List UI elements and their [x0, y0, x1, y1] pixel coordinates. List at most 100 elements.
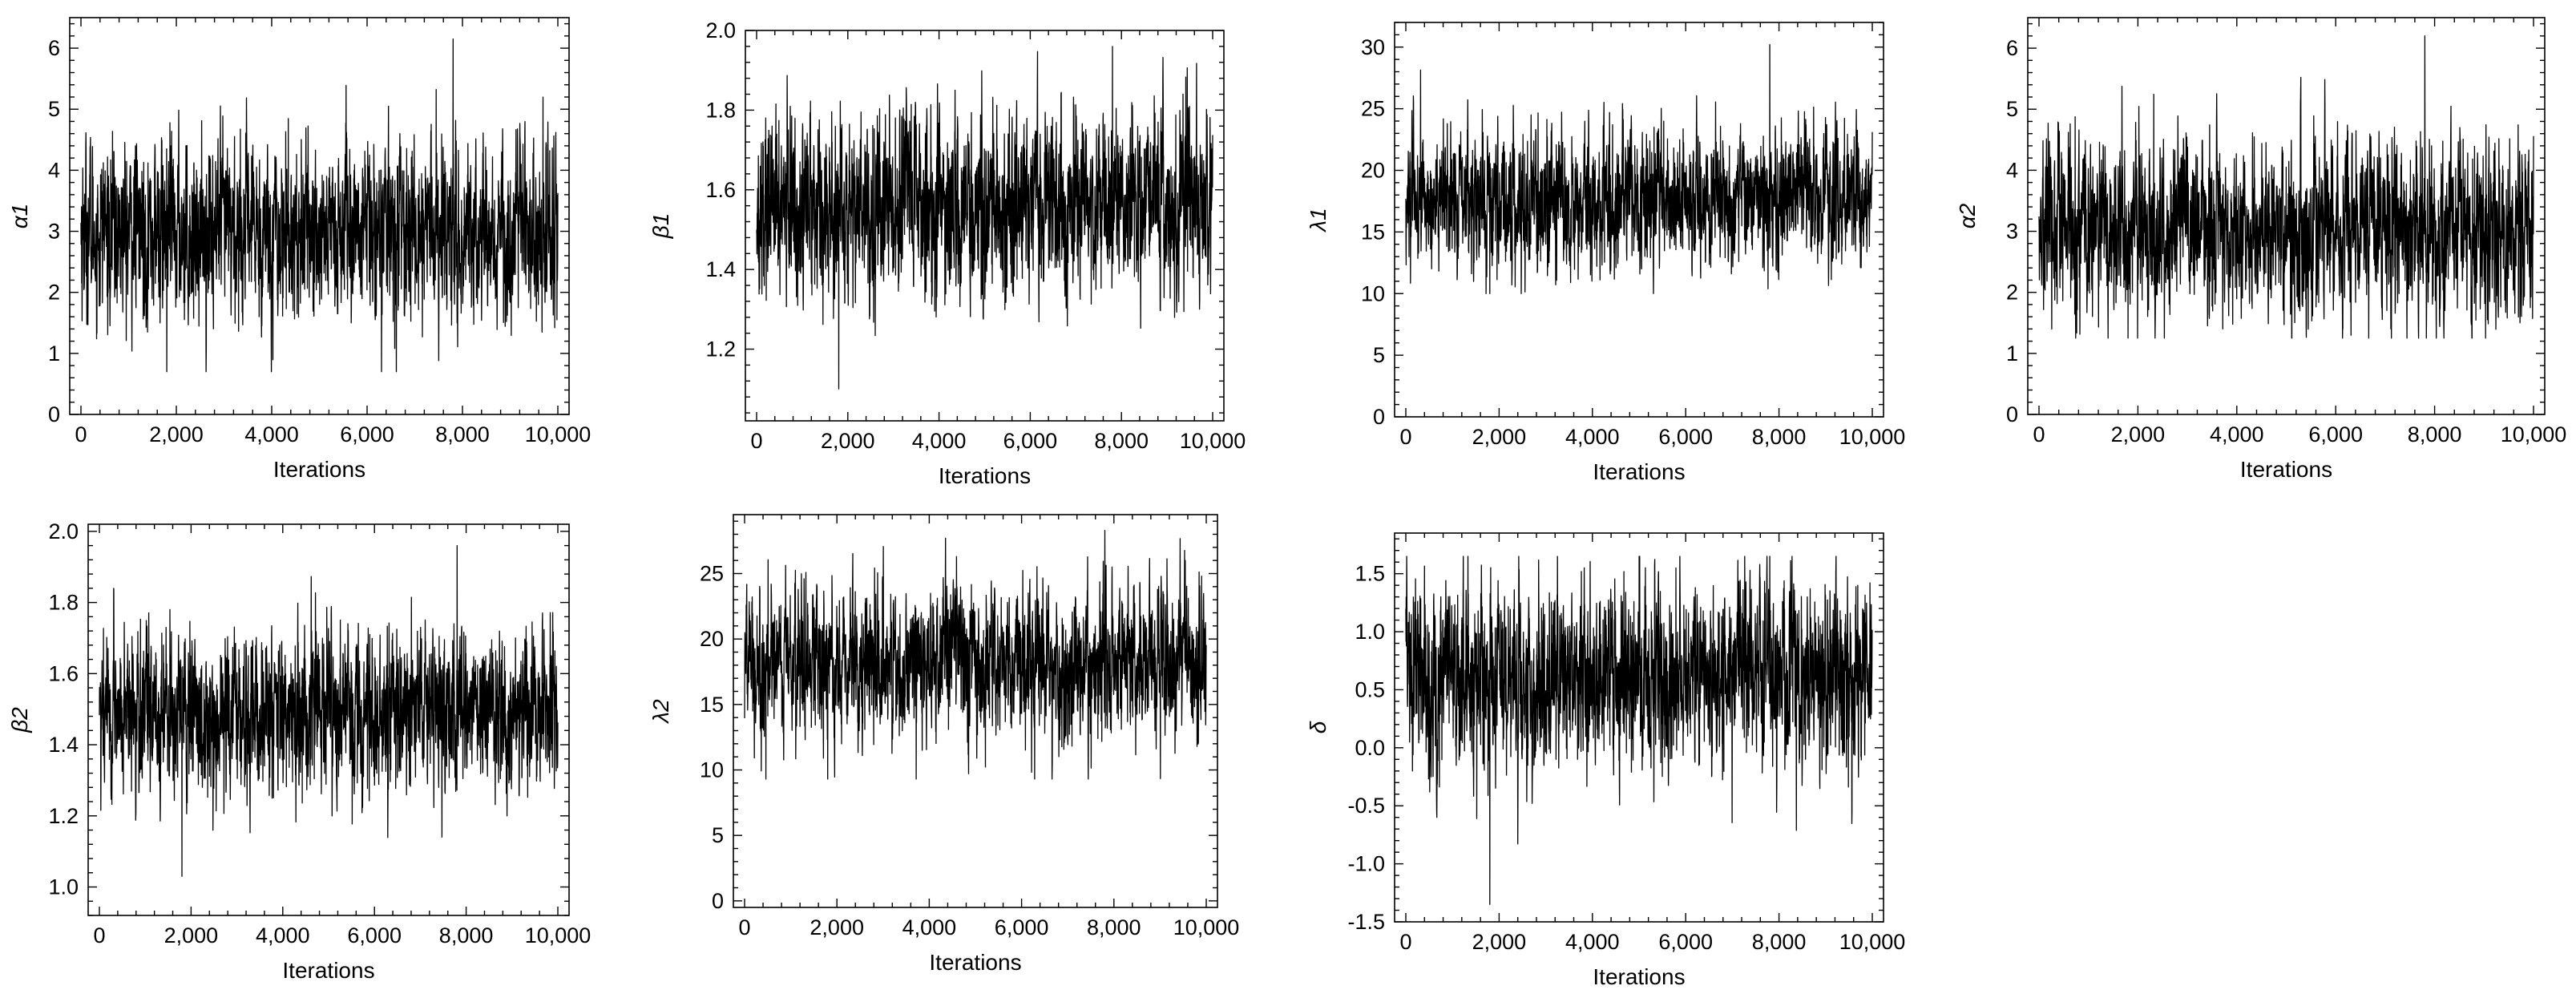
trace-panel-lambda1: 0 2,000 4,000 6,000 8,000 10,000 0 5 10 15 20 25 30 I…	[1298, 0, 1924, 497]
x-tick-label-alpha1: 8,000	[435, 422, 490, 446]
y-tick-label-delta: 0.5	[1355, 677, 1385, 701]
x-tick-label-alpha1: 4,000	[244, 422, 299, 446]
x-tick-label-lambda1: 6,000	[1658, 425, 1713, 449]
y-tick-label-beta1: 2.0	[705, 18, 736, 42]
plot-frame-beta2	[87, 523, 570, 916]
x-tick-label-delta: 4,000	[1565, 930, 1620, 954]
x-tick-label-alpha2: 0	[2033, 422, 2045, 446]
y-tick-label-lambda1: 15	[1361, 220, 1385, 244]
x-tick-label-beta2: 8,000	[439, 923, 494, 947]
y-tick-label-delta: 1.5	[1355, 562, 1385, 586]
plot-frame-delta	[1394, 532, 1884, 923]
y-axis-title-lambda2: λ2	[648, 699, 673, 725]
plot-frame-lambda2	[733, 514, 1218, 908]
y-axis-title-alpha2: α2	[1955, 203, 1980, 228]
y-tick-label-lambda2: 5	[712, 823, 724, 847]
plot-frame-beta1	[745, 30, 1225, 422]
y-axis-title-alpha1: α1	[7, 204, 32, 229]
x-tick-label-alpha1: 10,000	[525, 422, 592, 446]
plot-frame-alpha1	[69, 17, 570, 415]
x-tick-label-beta2: 0	[93, 923, 105, 947]
y-tick-label-delta: 0.0	[1355, 736, 1385, 760]
trace-plot-lambda2: 0 2,000 4,000 6,000 8,000 10,000 0 5 10 15 20 25 Ite…	[648, 514, 1239, 975]
x-tick-label-lambda1: 10,000	[1839, 425, 1906, 449]
trace-panel-delta: 0 2,000 4,000 6,000 8,000 10,000 -1.5 -1.0 -0.5 0…	[1298, 497, 1924, 994]
trace-panel-alpha2: 0 2,000 4,000 6,000 8,000 10,000 0 1 2 3 4 5 6 Iterat…	[1948, 0, 2576, 497]
y-tick-label-lambda1: 20	[1361, 159, 1385, 183]
x-axis-title-lambda2: Iterations	[929, 950, 1021, 975]
plot-frame-alpha2	[2027, 17, 2546, 415]
y-tick-label-alpha1: 5	[48, 97, 60, 121]
trace-panel-lambda2: 0 2,000 4,000 6,000 8,000 10,000 0 5 10 15 20 25 Ite…	[641, 497, 1266, 994]
x-tick-label-beta2: 4,000	[256, 923, 310, 947]
y-tick-label-lambda2: 25	[700, 562, 724, 586]
y-tick-label-delta: -1.5	[1347, 910, 1385, 934]
y-tick-label-lambda1: 10	[1361, 281, 1385, 305]
trace-line-beta2	[99, 544, 559, 877]
x-tick-label-beta1: 2,000	[821, 429, 875, 453]
y-tick-label-alpha2: 1	[2006, 341, 2018, 366]
x-tick-label-beta2: 2,000	[164, 923, 219, 947]
x-tick-label-delta: 0	[1399, 930, 1411, 954]
y-tick-label-beta2: 1.2	[48, 804, 79, 828]
x-tick-label-lambda2: 8,000	[1087, 915, 1141, 939]
y-tick-label-beta2: 1.8	[48, 591, 79, 615]
y-axis-title-delta: δ	[1306, 721, 1330, 733]
x-tick-label-alpha2: 6,000	[2308, 422, 2363, 446]
y-tick-label-alpha1: 4	[48, 158, 60, 182]
y-tick-label-delta: -0.5	[1347, 794, 1385, 818]
x-axis-title-beta1: Iterations	[939, 463, 1031, 488]
trace-line-delta	[1405, 556, 1873, 905]
x-tick-label-lambda2: 2,000	[810, 915, 864, 939]
y-tick-label-lambda1: 5	[1373, 343, 1385, 367]
x-tick-label-delta: 6,000	[1658, 930, 1713, 954]
x-tick-label-beta1: 10,000	[1180, 429, 1246, 453]
trace-line-beta1	[756, 46, 1213, 390]
y-tick-label-alpha2: 0	[2006, 402, 2018, 426]
x-tick-label-beta1: 6,000	[1003, 429, 1058, 453]
trace-plot-lambda1: 0 2,000 4,000 6,000 8,000 10,000 0 5 10 15 20 25 30 I…	[1306, 22, 1906, 484]
trace-line-alpha1	[80, 38, 559, 373]
trace-plot-alpha2: 0 2,000 4,000 6,000 8,000 10,000 0 1 2 3 4 5 6 Iterat…	[1955, 17, 2567, 482]
x-tick-label-beta1: 4,000	[912, 429, 967, 453]
x-tick-label-lambda2: 0	[738, 915, 750, 939]
y-axis-title-lambda1: λ1	[1306, 208, 1330, 232]
y-tick-label-alpha1: 2	[48, 281, 60, 305]
trace-line-lambda1	[1405, 44, 1873, 294]
x-axis-title-alpha1: Iterations	[273, 457, 365, 482]
x-tick-label-alpha2: 2,000	[2111, 422, 2166, 446]
x-tick-label-alpha1: 6,000	[340, 422, 394, 446]
x-axis-title-delta: Iterations	[1593, 964, 1685, 989]
x-tick-label-alpha2: 10,000	[2501, 422, 2567, 446]
y-tick-label-beta1: 1.4	[705, 257, 736, 281]
y-tick-label-lambda1: 30	[1361, 35, 1385, 59]
x-axis-title-beta2: Iterations	[282, 958, 374, 983]
x-tick-label-alpha2: 8,000	[2408, 422, 2462, 446]
y-tick-label-alpha1: 1	[48, 341, 60, 366]
x-tick-label-lambda2: 4,000	[902, 915, 957, 939]
x-tick-label-lambda1: 2,000	[1472, 425, 1527, 449]
x-axis-title-lambda1: Iterations	[1593, 459, 1685, 484]
x-tick-label-beta1: 0	[750, 429, 762, 453]
y-tick-label-alpha2: 5	[2006, 97, 2018, 121]
x-tick-label-delta: 2,000	[1472, 930, 1527, 954]
y-tick-label-lambda1: 0	[1373, 405, 1385, 429]
y-tick-label-lambda2: 20	[700, 627, 724, 651]
x-tick-label-beta1: 8,000	[1094, 429, 1149, 453]
trace-plot-delta: 0 2,000 4,000 6,000 8,000 10,000 -1.5 -1.0 -0.5 0…	[1306, 532, 1906, 989]
x-tick-label-delta: 10,000	[1839, 930, 1906, 954]
trace-line-alpha2	[2038, 35, 2534, 339]
x-tick-label-lambda1: 8,000	[1752, 425, 1807, 449]
y-tick-label-alpha2: 3	[2006, 220, 2018, 244]
x-tick-label-lambda2: 6,000	[995, 915, 1049, 939]
x-tick-label-lambda1: 4,000	[1565, 425, 1620, 449]
y-axis-title-beta1: β1	[648, 213, 673, 240]
y-tick-label-alpha1: 0	[48, 402, 60, 426]
trace-plot-alpha1: 0 2,000 4,000 6,000 8,000 10,000 0 1 2 3 4 5 6 Iterat…	[7, 17, 592, 482]
x-tick-label-alpha2: 4,000	[2210, 422, 2264, 446]
trace-plot-beta2: 0 2,000 4,000 6,000 8,000 10,000 1.0 1.2 1.4 1.6 1…	[7, 519, 591, 983]
x-tick-label-alpha1: 0	[75, 422, 87, 446]
x-tick-label-alpha1: 2,000	[149, 422, 204, 446]
y-tick-label-beta1: 1.6	[705, 178, 736, 202]
trace-plot-beta1: 0 2,000 4,000 6,000 8,000 10,000 1.2 1.4 1.6 1.8 2…	[648, 18, 1246, 488]
